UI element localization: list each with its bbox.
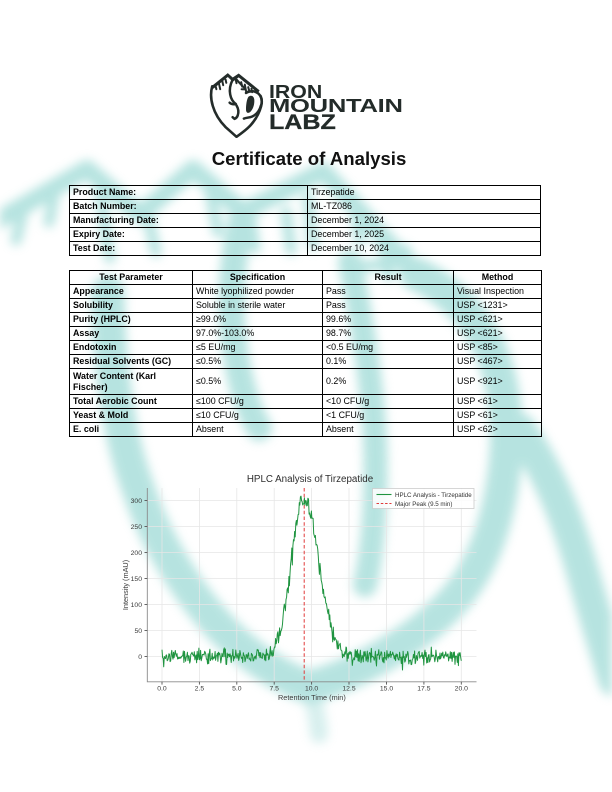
svg-text:5.0: 5.0 [232, 686, 242, 693]
svg-text:12.5: 12.5 [342, 686, 355, 693]
svg-text:7.5: 7.5 [269, 686, 279, 693]
svg-text:300: 300 [131, 498, 143, 505]
svg-text:HPLC Analysis - Tirzepatide: HPLC Analysis - Tirzepatide [395, 492, 472, 499]
svg-text:17.5: 17.5 [417, 686, 430, 693]
svg-text:10.0: 10.0 [305, 686, 318, 693]
svg-text:Retention Time (min): Retention Time (min) [278, 693, 346, 702]
svg-text:20.0: 20.0 [455, 686, 468, 693]
svg-text:150: 150 [131, 576, 143, 583]
svg-text:Intensity (mAU): Intensity (mAU) [121, 560, 130, 610]
svg-text:250: 250 [131, 524, 143, 531]
svg-text:2.5: 2.5 [195, 686, 205, 693]
svg-text:Major Peak (9.5 min): Major Peak (9.5 min) [395, 501, 452, 508]
svg-text:0.0: 0.0 [157, 686, 167, 693]
svg-text:100: 100 [131, 602, 143, 609]
svg-text:0: 0 [138, 654, 142, 661]
svg-text:50: 50 [134, 628, 142, 635]
svg-text:HPLC Analysis of Tirzepatide: HPLC Analysis of Tirzepatide [247, 474, 374, 485]
svg-text:200: 200 [131, 550, 143, 557]
svg-text:15.0: 15.0 [380, 686, 393, 693]
